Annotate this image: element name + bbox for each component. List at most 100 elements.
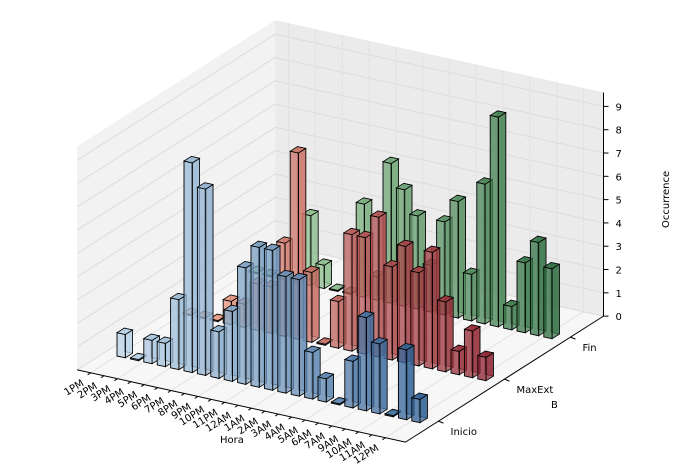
z-gridline bbox=[76, 56, 604, 184]
z-tick-label: 5 bbox=[616, 196, 622, 207]
x-axis-label: Hora bbox=[220, 435, 244, 446]
z-tick-label: 0 bbox=[616, 312, 622, 323]
x-tick bbox=[368, 434, 373, 438]
bar-fin-7AM bbox=[489, 110, 507, 328]
z-tick-label: 2 bbox=[616, 266, 622, 277]
bar-maxext-3AM bbox=[369, 210, 388, 358]
x-tick bbox=[261, 410, 266, 414]
bar-front-face bbox=[223, 309, 233, 382]
x-tick bbox=[194, 395, 199, 399]
bar-side-face bbox=[379, 338, 388, 415]
bar-front-face bbox=[237, 265, 247, 385]
x-tick bbox=[114, 378, 118, 382]
bar-fin-6PM bbox=[314, 258, 333, 290]
bar-inicio-12PM bbox=[410, 392, 429, 424]
y-tick-label: Inicio bbox=[451, 427, 477, 438]
z-tick-label: 7 bbox=[616, 149, 622, 160]
bar-front-face bbox=[250, 245, 260, 388]
x-tick bbox=[181, 393, 185, 396]
axes: 1PM2PM3PM4PM5PM6PM7PM8PM9PM10PM11PM12AM1… bbox=[63, 92, 622, 467]
bar-top-face bbox=[302, 265, 321, 273]
bar-top-face bbox=[369, 210, 388, 218]
bar-front-face bbox=[371, 341, 381, 415]
bar-front-face bbox=[156, 341, 166, 368]
bar-front-face bbox=[462, 272, 473, 322]
bar-top-face bbox=[289, 146, 307, 154]
bar-top-face bbox=[410, 392, 429, 400]
bar-front-face bbox=[529, 240, 540, 337]
bar-top-face bbox=[423, 245, 441, 253]
bar-top-face bbox=[448, 194, 467, 203]
bar-front-face bbox=[344, 358, 354, 409]
bar-front-face bbox=[397, 347, 408, 421]
bar-top-face bbox=[476, 350, 495, 358]
bar-front-face bbox=[516, 260, 526, 334]
bar-front-face bbox=[357, 315, 367, 412]
x-tick bbox=[100, 375, 105, 379]
x-tick bbox=[274, 413, 279, 417]
bar-front-face bbox=[503, 304, 513, 331]
z-tick-label: 6 bbox=[616, 172, 622, 183]
x-tick bbox=[328, 425, 333, 429]
bar-front-face bbox=[437, 299, 447, 373]
x-tick bbox=[127, 381, 132, 385]
y-tick-label: MaxExt bbox=[517, 385, 554, 396]
x-tick bbox=[341, 428, 346, 432]
bar-top-face bbox=[301, 208, 320, 217]
x-tick bbox=[288, 416, 292, 420]
bar-top-face bbox=[529, 235, 548, 244]
x-tick bbox=[87, 372, 91, 376]
bar-top-face bbox=[397, 342, 416, 351]
bar-front-face bbox=[183, 160, 193, 374]
bar-maxext-12PM bbox=[476, 350, 495, 382]
axis-panes bbox=[76, 20, 604, 443]
bar-inicio-3AM bbox=[303, 345, 322, 400]
bar-front-face bbox=[477, 355, 487, 382]
bar-front-face bbox=[277, 274, 287, 394]
left-pane bbox=[77, 20, 276, 370]
x-axis-line bbox=[77, 369, 406, 443]
y-axis-label: B bbox=[551, 400, 558, 411]
bars bbox=[115, 110, 561, 424]
bar-top-face bbox=[370, 337, 389, 345]
z-tick-label: 4 bbox=[616, 219, 622, 230]
x-tick bbox=[167, 390, 172, 393]
z-tick-label: 3 bbox=[616, 242, 622, 253]
bar-top-face bbox=[314, 258, 333, 266]
bar-top-face bbox=[408, 209, 427, 217]
bar-top-face bbox=[142, 333, 161, 341]
y-tick-label: Fin bbox=[583, 343, 597, 354]
z-tick-label: 1 bbox=[616, 289, 622, 300]
bar-top-face bbox=[182, 155, 201, 164]
x-tick bbox=[140, 384, 145, 388]
bar-top-face bbox=[263, 243, 282, 251]
bar-top-face bbox=[290, 272, 308, 281]
x-tick bbox=[315, 422, 319, 426]
z-tick-label: 8 bbox=[616, 126, 622, 137]
bar-top-face bbox=[395, 182, 414, 191]
bar-side-face bbox=[311, 267, 320, 344]
bar-side-face bbox=[498, 111, 507, 328]
bar-front-face bbox=[343, 232, 353, 352]
bar-top-face bbox=[316, 371, 335, 380]
bar-top-face bbox=[381, 156, 400, 164]
bar-top-face bbox=[303, 345, 322, 353]
bar-top-face bbox=[542, 261, 561, 270]
bar-side-face bbox=[551, 263, 560, 340]
bar-front-face bbox=[329, 299, 340, 349]
bar-inicio-7PM bbox=[196, 182, 215, 377]
bar-top-face bbox=[115, 327, 134, 335]
bar-front-face bbox=[317, 376, 327, 403]
bar-front-face bbox=[463, 328, 474, 379]
bar-top-face bbox=[249, 240, 268, 248]
bar-top-face bbox=[489, 110, 507, 118]
bar-top-face bbox=[436, 295, 455, 303]
y-tick bbox=[570, 336, 576, 340]
bar-fin-12PM bbox=[542, 261, 561, 340]
y-tick bbox=[438, 420, 444, 424]
bar-front-face bbox=[489, 114, 499, 328]
bar-front-face bbox=[263, 248, 274, 391]
bar-front-face bbox=[290, 277, 300, 397]
x-tick bbox=[154, 387, 158, 390]
